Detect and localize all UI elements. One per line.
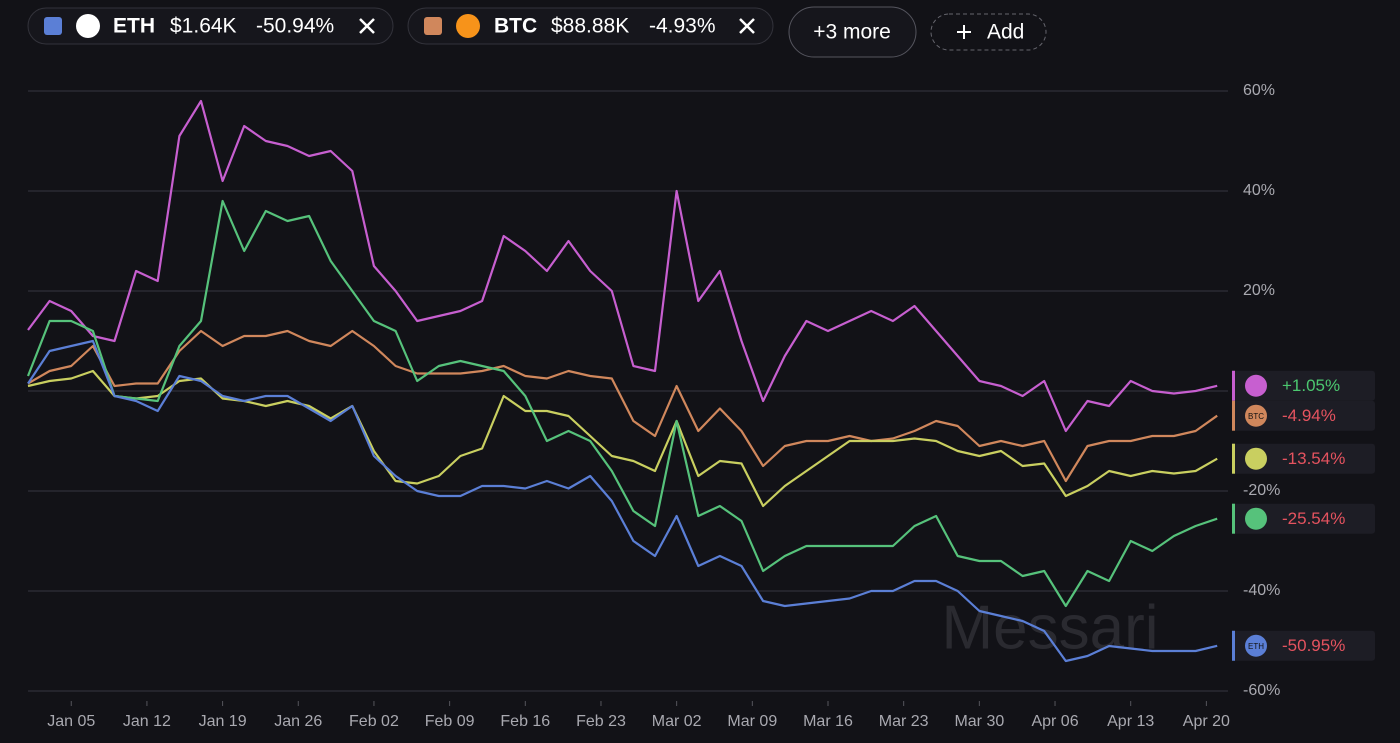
end-badge: +1.05% [1232,370,1375,401]
asset-chip[interactable]: ETH $1.64K -50.94% [27,7,394,45]
coin-icon [456,14,480,38]
chip-change: -4.93% [649,15,716,38]
series-name: ETH [1248,642,1264,651]
x-tick-label: Mar 16 [803,713,853,730]
more-label: +3 more [813,21,891,44]
x-tick-label: Feb 02 [349,713,399,730]
x-tick-label: Jan 19 [199,713,247,730]
x-tick-label: Feb 09 [425,713,475,730]
end-badge: -4.94% BTC [1232,400,1375,431]
chip-symbol: BTC [494,15,537,38]
y-tick-label: -20% [1243,482,1280,499]
y-tick-label: 60% [1243,82,1275,99]
end-label: -50.95% [1282,636,1345,655]
x-tick-label: Apr 13 [1107,713,1154,730]
series-name: BTC [1248,412,1264,421]
x-tick-label: Feb 23 [576,713,626,730]
end-label: -13.54% [1282,449,1345,468]
y-tick-label: 20% [1243,282,1275,299]
x-tick-label: Jan 12 [123,713,171,730]
add-label: Add [987,21,1024,44]
coin-icon [76,14,100,38]
badge-accent [1232,503,1235,534]
y-tick-label: 40% [1243,182,1275,199]
end-badge: -13.54% [1232,443,1375,474]
chip-frame [407,7,774,45]
badge-accent [1232,370,1235,401]
badge-frame [1232,503,1375,534]
badge-frame [1232,443,1375,474]
badge-accent [1232,443,1235,474]
x-tick-label: Mar 30 [954,713,1004,730]
badge-icon [1245,447,1267,470]
chip-symbol: ETH [113,15,155,38]
button-frame [788,6,917,58]
badge-accent [1232,630,1235,661]
y-tick-label: -60% [1243,682,1280,699]
badge-frame [1232,370,1375,401]
end-badge: -25.54% [1232,503,1375,534]
x-tick-label: Apr 06 [1031,713,1078,730]
remove-icon[interactable] [359,18,375,34]
watermark: Messari [941,593,1158,662]
button-frame [930,13,1047,51]
end-label: -25.54% [1282,509,1345,528]
x-tick-label: Feb 16 [500,713,550,730]
end-badge: -50.95% ETH [1232,630,1375,661]
series-line [27,369,1218,508]
chip-frame [27,7,394,45]
y-tick-label: -40% [1243,582,1280,599]
end-label: -4.94% [1282,406,1336,425]
more-button[interactable]: +3 more [788,6,917,58]
chip-change: -50.94% [256,15,334,38]
badge-frame [1232,630,1375,661]
x-tick-label: Mar 09 [727,713,777,730]
asset-chip[interactable]: BTC $88.88K -4.93% [407,7,774,45]
x-tick-label: Jan 26 [274,713,322,730]
add-button[interactable]: Add [930,13,1047,51]
plus-icon [957,25,971,39]
badge-icon [1245,404,1267,427]
series-line [26,199,1218,608]
x-tick-label: Mar 02 [652,713,702,730]
series-line [27,329,1218,483]
badge-icon [1245,374,1267,397]
series-line [27,99,1218,433]
badge-accent [1232,400,1235,431]
chip-price: $88.88K [551,15,629,38]
badge-icon [1245,507,1267,530]
badge-icon [1245,634,1267,657]
chip-swatch [44,17,62,35]
chip-swatch [424,17,442,35]
end-label: +1.05% [1282,376,1340,395]
remove-icon[interactable] [739,18,755,34]
x-tick-label: Apr 20 [1183,713,1230,730]
badge-frame [1232,400,1375,431]
series-line [27,339,1218,663]
chip-price: $1.64K [170,15,237,38]
x-tick-label: Jan 05 [47,713,95,730]
x-tick-label: Mar 23 [879,713,929,730]
